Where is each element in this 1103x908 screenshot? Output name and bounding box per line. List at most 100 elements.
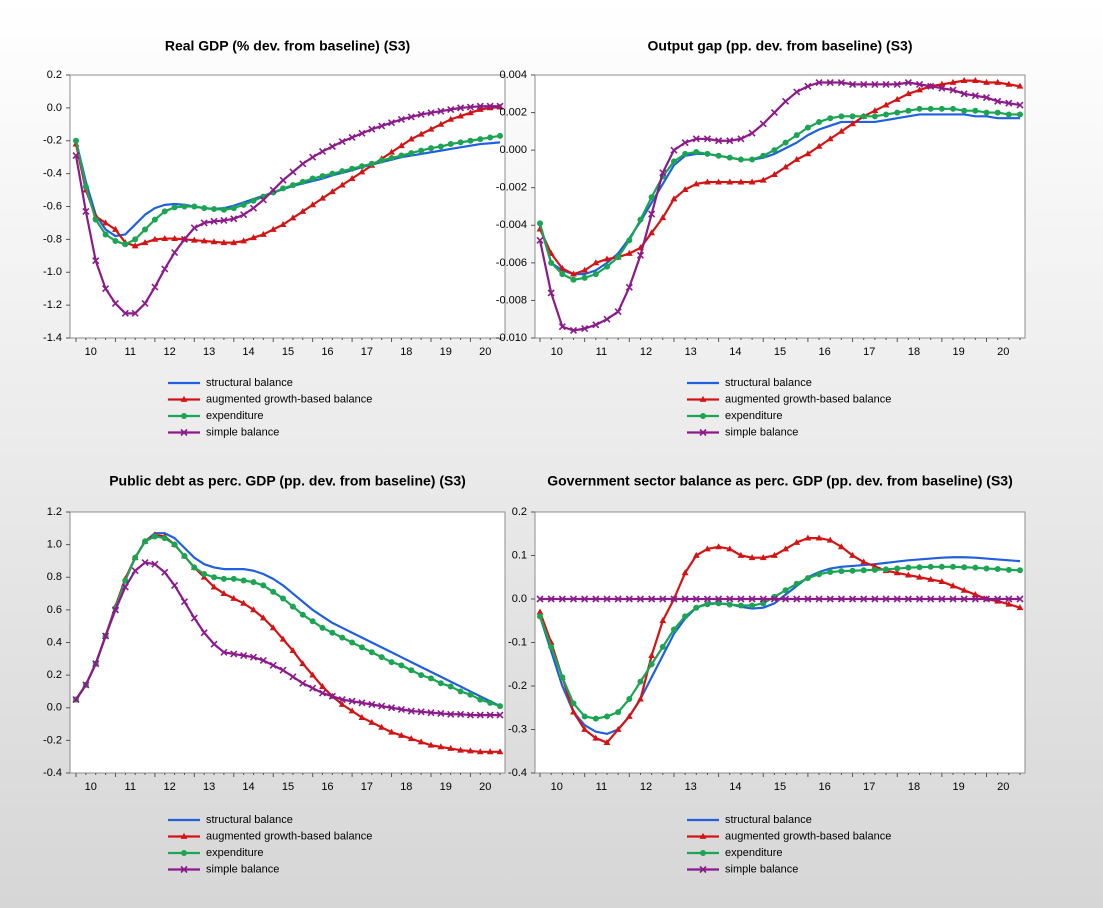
marker bbox=[132, 236, 139, 243]
marker bbox=[201, 570, 208, 577]
marker bbox=[73, 137, 79, 144]
panel: Government sector balance as perc. GDP (… bbox=[508, 473, 1026, 875]
marker bbox=[949, 78, 957, 85]
marker bbox=[848, 80, 857, 88]
marker bbox=[737, 156, 744, 163]
marker bbox=[348, 707, 356, 714]
marker bbox=[994, 597, 1002, 604]
marker bbox=[240, 211, 248, 219]
marker bbox=[497, 703, 503, 710]
x-tick-label: 14 bbox=[242, 346, 254, 358]
marker bbox=[408, 667, 415, 674]
x-tick-label: 15 bbox=[774, 781, 786, 793]
marker bbox=[715, 595, 723, 603]
legend-label: augmented growth-based balance bbox=[725, 393, 891, 405]
marker bbox=[759, 595, 767, 603]
marker bbox=[456, 104, 465, 112]
marker bbox=[467, 691, 474, 698]
marker bbox=[614, 725, 622, 732]
marker bbox=[760, 600, 767, 607]
marker bbox=[592, 715, 599, 722]
marker bbox=[397, 142, 405, 149]
x-tick-label: 18 bbox=[908, 346, 920, 358]
marker bbox=[437, 709, 445, 718]
marker bbox=[397, 731, 405, 738]
marker bbox=[1005, 566, 1012, 573]
marker bbox=[837, 78, 845, 87]
marker bbox=[648, 194, 655, 201]
marker bbox=[72, 151, 80, 160]
marker bbox=[427, 741, 435, 748]
marker bbox=[882, 595, 890, 603]
marker bbox=[131, 567, 139, 575]
marker bbox=[916, 564, 923, 571]
marker bbox=[487, 134, 494, 141]
x-tick-label: 19 bbox=[440, 346, 452, 358]
marker bbox=[659, 214, 667, 221]
marker bbox=[151, 533, 158, 540]
marker bbox=[220, 239, 228, 246]
marker bbox=[388, 155, 395, 162]
marker bbox=[883, 111, 890, 118]
marker bbox=[949, 86, 957, 94]
marker bbox=[581, 325, 589, 333]
marker bbox=[260, 582, 267, 589]
marker bbox=[476, 102, 484, 110]
marker bbox=[960, 77, 968, 84]
marker bbox=[603, 738, 611, 745]
x-tick-label: 13 bbox=[203, 346, 215, 358]
marker bbox=[826, 135, 834, 142]
marker bbox=[581, 595, 589, 603]
marker bbox=[299, 207, 307, 214]
marker bbox=[466, 711, 474, 719]
marker bbox=[250, 579, 257, 586]
x-tick-label: 18 bbox=[400, 781, 412, 793]
marker bbox=[220, 648, 228, 656]
marker bbox=[860, 80, 868, 88]
marker bbox=[486, 748, 494, 755]
legend-label: simple balance bbox=[206, 863, 279, 875]
marker bbox=[804, 595, 812, 603]
marker bbox=[938, 578, 946, 584]
marker bbox=[715, 178, 723, 185]
marker bbox=[368, 125, 376, 133]
marker bbox=[289, 647, 297, 654]
marker bbox=[180, 235, 189, 243]
legend-label: structural balance bbox=[725, 377, 812, 389]
marker bbox=[92, 216, 99, 223]
marker bbox=[827, 115, 834, 122]
marker bbox=[190, 236, 198, 243]
marker bbox=[407, 735, 415, 742]
marker bbox=[427, 709, 435, 717]
marker bbox=[240, 201, 247, 208]
marker bbox=[804, 82, 812, 90]
marker bbox=[279, 635, 287, 642]
y-tick-label: 0.2 bbox=[512, 506, 527, 518]
marker bbox=[994, 78, 1002, 85]
marker bbox=[309, 175, 316, 182]
marker bbox=[826, 536, 834, 543]
marker bbox=[849, 113, 856, 120]
marker bbox=[487, 699, 494, 706]
marker bbox=[570, 700, 577, 707]
marker bbox=[971, 77, 979, 84]
legend-marker bbox=[180, 832, 188, 839]
marker bbox=[142, 538, 149, 545]
legend-marker bbox=[180, 395, 188, 402]
marker bbox=[457, 746, 464, 753]
x-tick-label: 12 bbox=[640, 781, 652, 793]
marker bbox=[388, 659, 395, 666]
legend-label: expenditure bbox=[725, 847, 783, 859]
marker bbox=[1005, 111, 1012, 118]
marker bbox=[793, 88, 801, 96]
x-tick-label: 12 bbox=[164, 346, 176, 358]
marker bbox=[782, 545, 789, 552]
marker bbox=[849, 551, 856, 558]
chart-title: Government sector balance as perc. GDP (… bbox=[547, 473, 1013, 489]
marker bbox=[427, 675, 434, 682]
marker bbox=[457, 139, 464, 146]
marker bbox=[726, 178, 734, 185]
marker bbox=[112, 225, 119, 232]
marker bbox=[692, 135, 700, 143]
x-tick-label: 17 bbox=[863, 781, 875, 793]
